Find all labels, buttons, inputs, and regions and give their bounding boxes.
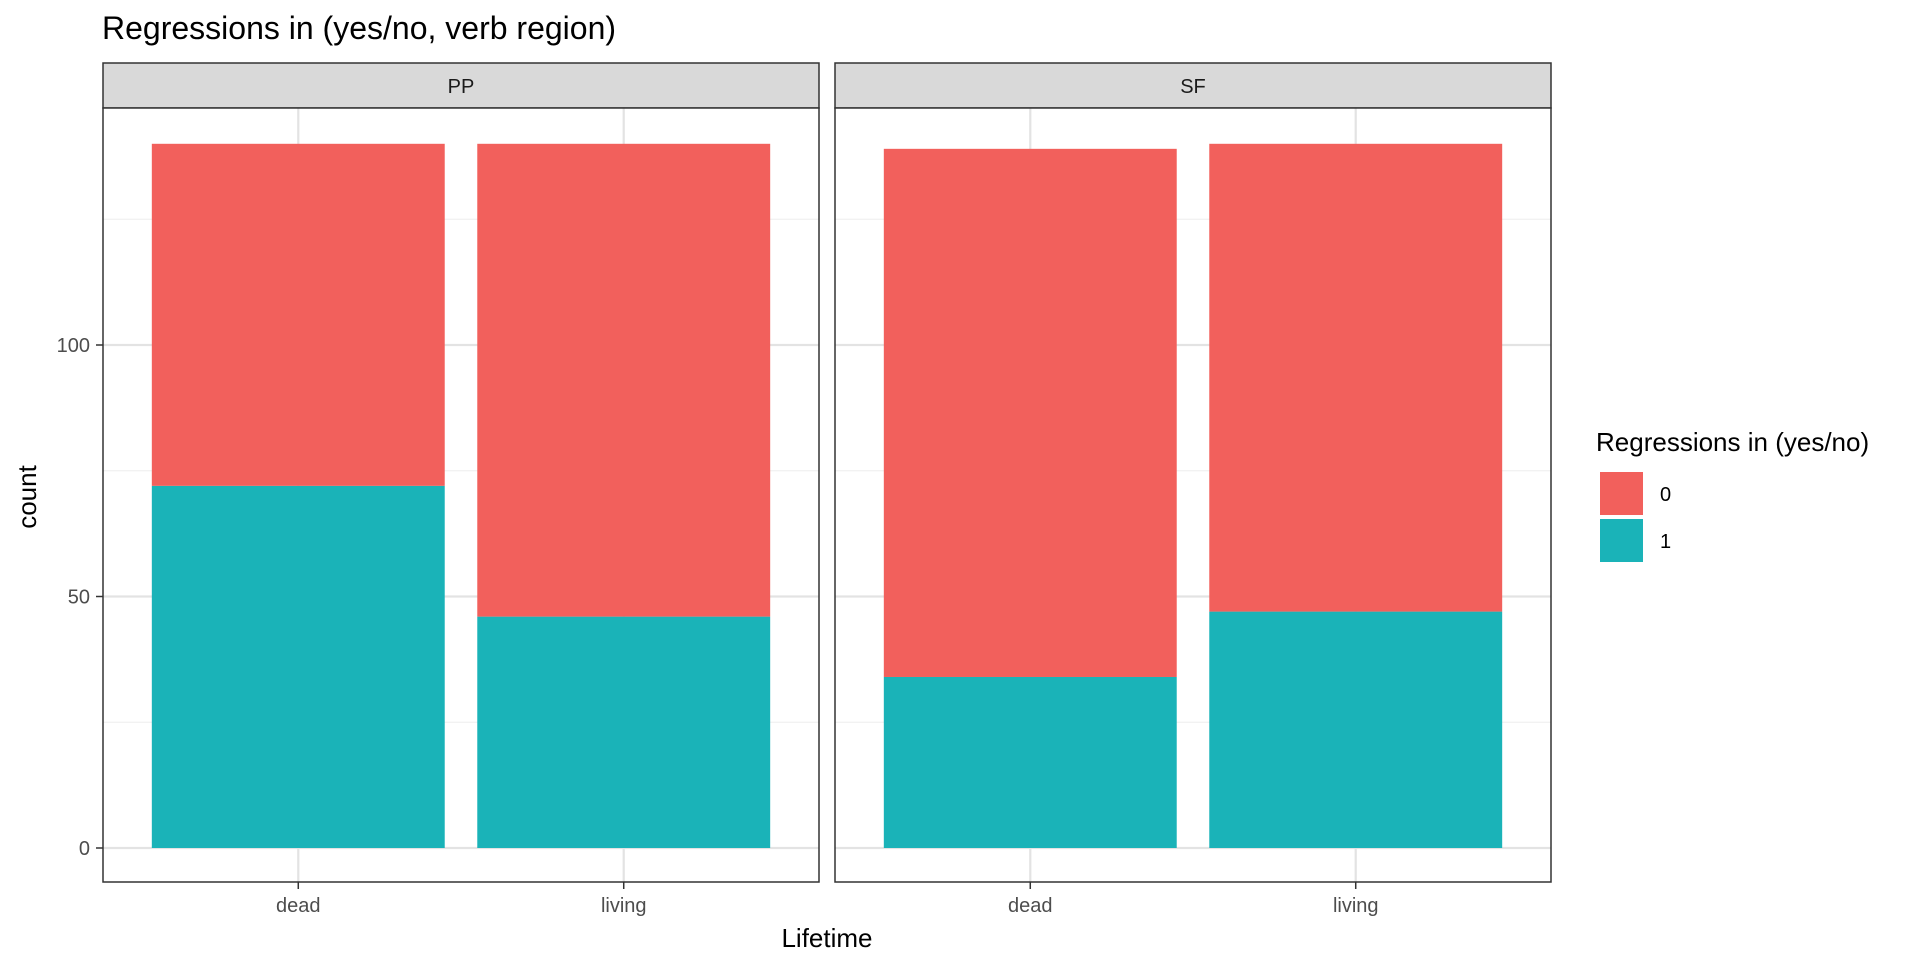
facet-strip-label: SF <box>1180 76 1206 98</box>
legend-key-0 <box>1600 472 1643 515</box>
x-axis-title: Lifetime <box>781 923 872 953</box>
facet-panels: PP dead living 0 50 100 SF dead living <box>57 62 1552 917</box>
bar-sf-living-series-0 <box>1209 143 1503 612</box>
bar-pp-dead-series-0 <box>151 143 445 486</box>
x-tick-label: living <box>601 895 647 917</box>
facet-strip-label: PP <box>448 76 475 98</box>
y-tick-label: 0 <box>79 838 90 860</box>
legend-title: Regressions in (yes/no) <box>1596 427 1869 457</box>
bar-pp-living-series-1 <box>477 616 771 848</box>
bar-sf-dead-series-0 <box>883 148 1177 677</box>
facet-panel-sf: SF dead living <box>834 62 1552 917</box>
x-tick-label: living <box>1333 895 1379 917</box>
bar-sf-living-series-1 <box>1209 611 1503 848</box>
legend-keys: 01 <box>1600 472 1671 562</box>
legend-key-1 <box>1600 519 1643 562</box>
chart-title: Regressions in (yes/no, verb region) <box>102 10 616 46</box>
panel-border <box>834 107 1552 883</box>
panel-border <box>102 107 820 883</box>
bar-pp-living-series-0 <box>477 143 771 617</box>
legend-label-0: 0 <box>1660 484 1671 506</box>
y-tick-label: 100 <box>57 335 90 357</box>
legend-label-1: 1 <box>1660 531 1671 553</box>
y-tick-label: 50 <box>68 587 90 609</box>
facet-strip <box>102 62 820 109</box>
bar-sf-dead-series-1 <box>883 676 1177 848</box>
facet-panel-pp: PP dead living 0 50 100 <box>57 62 820 917</box>
facet-strip <box>834 62 1552 109</box>
x-tick-label: dead <box>1008 895 1053 917</box>
x-tick-label: dead <box>276 895 321 917</box>
y-axis-title: count <box>12 464 42 528</box>
bar-pp-dead-series-1 <box>151 485 445 848</box>
